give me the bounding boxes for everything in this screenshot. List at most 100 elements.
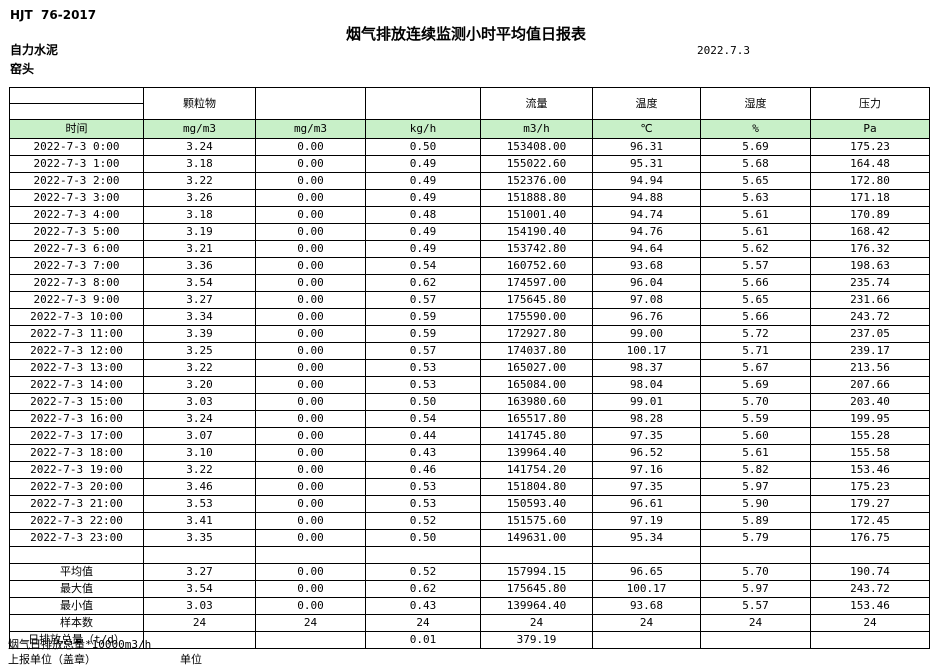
value-cell (700, 631, 811, 649)
value-cell: 0.50 (365, 529, 481, 547)
value-cell: 5.68 (700, 155, 811, 173)
time-cell: 2022-7-3 7:00 (9, 257, 144, 275)
table-row: 2022-7-3 2:00 3.22 0.00 0.49 152376.00 94.94 5… (9, 172, 930, 190)
value-cell: 3.53 (143, 495, 256, 513)
value-cell: 0.57 (365, 291, 481, 309)
summary-label: 日排放总量（t/d） (9, 631, 144, 649)
unit-label: 单位 (180, 653, 202, 666)
value-cell: 0.57 (365, 342, 481, 360)
value-cell: 24 (592, 614, 701, 632)
value-cell: 5.89 (700, 512, 811, 530)
value-cell: 3.07 (143, 427, 256, 445)
value-cell: 3.24 (143, 138, 256, 156)
value-cell: 94.64 (592, 240, 701, 258)
table-row: 2022-7-3 17:00 3.07 0.00 0.44 141745.80 97.35… (9, 427, 930, 445)
table-row: 2022-7-3 16:00 3.24 0.00 0.54 165517.80 98.28… (9, 410, 930, 428)
value-cell: 237.05 (810, 325, 930, 343)
value-cell: 152376.00 (480, 172, 593, 190)
value-cell: 3.19 (143, 223, 256, 241)
time-cell: 2022-7-3 14:00 (9, 376, 144, 394)
value-cell: 5.61 (700, 206, 811, 224)
value-cell: 0.00 (255, 189, 366, 207)
summary-row: 最小值 3.03 0.00 0.43 139964.40 93.68 5.57 153.46 (9, 597, 930, 615)
value-cell: 155022.60 (480, 155, 593, 173)
value-cell: 3.22 (143, 461, 256, 479)
col-header-humidity: 湿度 (700, 87, 811, 120)
col-header-temperature: 温度 (592, 87, 701, 120)
value-cell: 5.67 (700, 359, 811, 377)
value-cell: 0.53 (365, 478, 481, 496)
value-cell: 3.18 (143, 155, 256, 173)
value-cell: 97.08 (592, 291, 701, 309)
value-cell: 3.22 (143, 172, 256, 190)
value-cell: 0.53 (365, 495, 481, 513)
value-cell: 5.70 (700, 393, 811, 411)
time-cell: 2022-7-3 19:00 (9, 461, 144, 479)
table-row: 2022-7-3 23:00 3.35 0.00 0.50 149631.00 95.34… (9, 529, 930, 547)
value-cell: 3.41 (143, 512, 256, 530)
table-row: 2022-7-3 19:00 3.22 0.00 0.46 141754.20 97.16… (9, 461, 930, 479)
value-cell: 3.22 (143, 359, 256, 377)
time-cell: 2022-7-3 0:00 (9, 138, 144, 156)
value-cell: 5.66 (700, 274, 811, 292)
value-cell: 0.52 (365, 563, 481, 581)
table-row: 2022-7-3 9:00 3.27 0.00 0.57 175645.80 97.08 5… (9, 291, 930, 309)
summary-label: 样本数 (9, 614, 144, 632)
value-cell: 24 (365, 614, 481, 632)
value-cell: 165084.00 (480, 376, 593, 394)
report-date: 2022.7.3 (697, 44, 750, 57)
value-cell: 153742.80 (480, 240, 593, 258)
value-cell: 24 (700, 614, 811, 632)
value-cell: 94.74 (592, 206, 701, 224)
value-cell: 0.00 (255, 563, 366, 581)
value-cell: 0.00 (255, 580, 366, 598)
table-row: 2022-7-3 18:00 3.10 0.00 0.43 139964.40 96.52… (9, 444, 930, 462)
time-cell: 2022-7-3 5:00 (9, 223, 144, 241)
value-cell: 163980.60 (480, 393, 593, 411)
value-cell: 24 (255, 614, 366, 632)
value-cell: 3.26 (143, 189, 256, 207)
value-cell: 139964.40 (480, 444, 593, 462)
value-cell: 175.23 (810, 138, 930, 156)
table-row: 2022-7-3 11:00 3.39 0.00 0.59 172927.80 99.00… (9, 325, 930, 343)
value-cell: 174037.80 (480, 342, 593, 360)
value-cell: 0.00 (255, 597, 366, 615)
value-cell: 98.04 (592, 376, 701, 394)
value-cell: 5.59 (700, 410, 811, 428)
time-cell: 2022-7-3 3:00 (9, 189, 144, 207)
value-cell: 172.80 (810, 172, 930, 190)
value-cell: 0.49 (365, 223, 481, 241)
value-cell: 5.72 (700, 325, 811, 343)
value-cell: 172927.80 (480, 325, 593, 343)
value-cell: 94.76 (592, 223, 701, 241)
value-cell: 0.62 (365, 580, 481, 598)
time-cell: 2022-7-3 15:00 (9, 393, 144, 411)
value-cell: 0.53 (365, 359, 481, 377)
table-row: 2022-7-3 20:00 3.46 0.00 0.53 151804.80 97.35… (9, 478, 930, 496)
value-cell: 139964.40 (480, 597, 593, 615)
value-cell: 176.32 (810, 240, 930, 258)
value-cell: 0.43 (365, 444, 481, 462)
value-cell: 5.57 (700, 257, 811, 275)
unit-kgh: kg/h (365, 119, 481, 139)
time-cell: 2022-7-3 13:00 (9, 359, 144, 377)
value-cell: 5.60 (700, 427, 811, 445)
table-row: 2022-7-3 7:00 3.36 0.00 0.54 160752.60 93.68 5… (9, 257, 930, 275)
value-cell: 175590.00 (480, 308, 593, 326)
table-row: 2022-7-3 12:00 3.25 0.00 0.57 174037.80 100.1… (9, 342, 930, 360)
time-cell: 2022-7-3 1:00 (9, 155, 144, 173)
value-cell: 5.66 (700, 308, 811, 326)
value-cell: 243.72 (810, 580, 930, 598)
time-cell: 2022-7-3 11:00 (9, 325, 144, 343)
value-cell: 24 (810, 614, 930, 632)
value-cell: 175645.80 (480, 580, 593, 598)
value-cell: 0.49 (365, 155, 481, 173)
value-cell: 243.72 (810, 308, 930, 326)
value-cell: 179.27 (810, 495, 930, 513)
data-rows: 2022-7-3 0:00 3.24 0.00 0.50 153408.00 96.31 5… (9, 138, 930, 649)
value-cell: 96.76 (592, 308, 701, 326)
value-cell: 5.69 (700, 376, 811, 394)
value-cell: 0.00 (255, 257, 366, 275)
report-unit-label: 上报单位（盖章） (8, 653, 96, 666)
value-cell: 0.50 (365, 138, 481, 156)
